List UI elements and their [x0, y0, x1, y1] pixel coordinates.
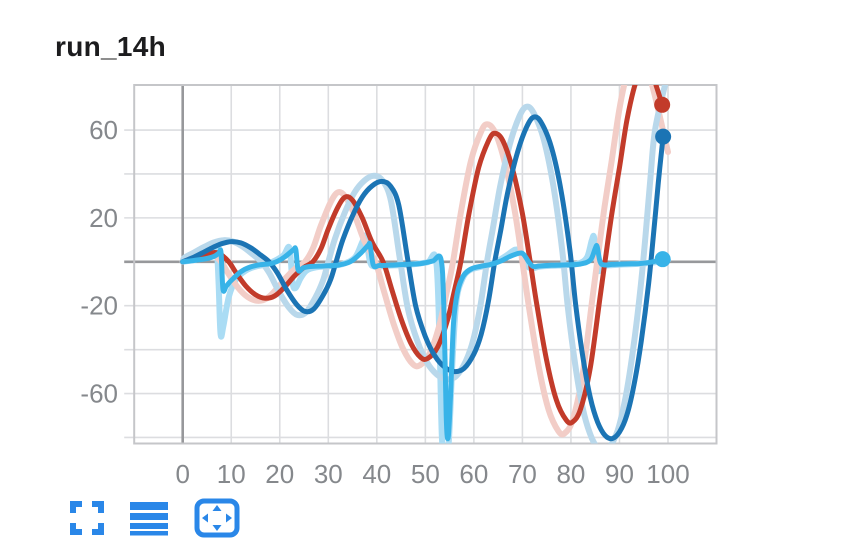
chart-title: run_14h: [55, 31, 167, 62]
x-tick-label: 20: [265, 459, 294, 489]
chart-toolbar: [70, 498, 240, 538]
y-tick-label: 60: [89, 115, 118, 145]
series-end-dots: [654, 96, 672, 268]
series-red-smooth: [180, 85, 665, 426]
series-blue-smooth: [180, 114, 666, 442]
x-tick-label: 90: [605, 459, 634, 489]
x-tick-label: 0: [175, 459, 189, 489]
red-end-dot: [654, 96, 671, 113]
series-lines: [179, 85, 671, 444]
y-tick-label: -20: [80, 291, 118, 321]
y-tick-label: 20: [89, 203, 118, 233]
x-tick-label: 30: [314, 459, 343, 489]
series-blue-raw: [179, 85, 669, 444]
cyan-end-dot: [654, 251, 671, 268]
lines-button[interactable]: [130, 500, 168, 536]
fullscreen-button[interactable]: [70, 501, 104, 535]
pan-arrows-icon: [194, 498, 240, 538]
pan-button[interactable]: [194, 498, 240, 538]
x-tick-label: 80: [556, 459, 585, 489]
x-tick-label: 100: [646, 459, 689, 489]
plot-border: [133, 84, 718, 445]
y-axis-tick-labels: 60 20 -20 -60: [80, 115, 118, 409]
x-tick-label: 10: [217, 459, 246, 489]
x-tick-label: 50: [411, 459, 440, 489]
hamburger-lines-icon: [130, 502, 168, 536]
y-tick-label: -60: [80, 379, 118, 409]
x-axis-tick-labels: 0 10 20 30 40 50 60 70 80 90 100: [175, 459, 689, 489]
x-tick-label: 40: [362, 459, 391, 489]
x-tick-label: 70: [508, 459, 537, 489]
fullscreen-corners-icon: [70, 501, 104, 535]
x-tick-label: 60: [459, 459, 488, 489]
series-cyan-smooth: [180, 240, 666, 442]
blue-end-dot: [655, 128, 672, 145]
